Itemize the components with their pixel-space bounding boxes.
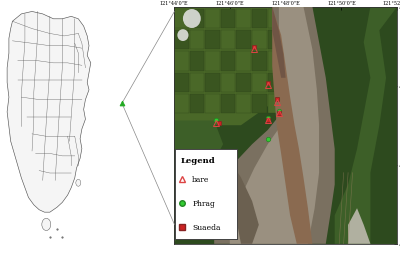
Bar: [268, 52, 282, 71]
Polygon shape: [174, 8, 297, 126]
Bar: [205, 94, 220, 114]
Bar: [283, 9, 298, 29]
Bar: [252, 94, 267, 114]
Polygon shape: [214, 8, 335, 244]
Bar: [190, 31, 204, 50]
Bar: [174, 94, 188, 114]
Bar: [190, 94, 204, 114]
Bar: [268, 31, 282, 50]
Bar: [236, 31, 251, 50]
Text: Phrag: Phrag: [192, 199, 215, 207]
Text: Suaeda: Suaeda: [192, 223, 221, 231]
Circle shape: [177, 30, 188, 42]
Bar: [190, 52, 204, 71]
Polygon shape: [272, 8, 286, 78]
Bar: [283, 73, 298, 93]
Bar: [236, 73, 251, 93]
Text: 5 km: 5 km: [190, 225, 202, 230]
Bar: [252, 73, 267, 93]
Bar: [268, 9, 282, 29]
Bar: [252, 31, 267, 50]
Bar: [190, 73, 204, 93]
Polygon shape: [348, 208, 370, 244]
Bar: [268, 73, 282, 93]
Bar: [190, 9, 204, 29]
Text: Legend: Legend: [181, 156, 216, 164]
Circle shape: [42, 218, 51, 231]
Circle shape: [183, 10, 201, 29]
Bar: [174, 73, 188, 93]
Bar: [221, 9, 235, 29]
Bar: [205, 52, 220, 71]
Bar: [252, 9, 267, 29]
Text: bare: bare: [192, 175, 210, 183]
Bar: [174, 31, 188, 50]
Bar: [221, 94, 235, 114]
Polygon shape: [214, 154, 259, 244]
Bar: [236, 9, 251, 29]
Polygon shape: [370, 8, 397, 244]
Bar: [221, 52, 235, 71]
Bar: [236, 52, 251, 71]
Bar: [283, 52, 298, 71]
Bar: [268, 94, 282, 114]
Polygon shape: [272, 8, 312, 244]
Polygon shape: [7, 12, 91, 212]
Circle shape: [76, 180, 81, 186]
Bar: [205, 9, 220, 29]
Bar: [252, 52, 267, 71]
Bar: [205, 31, 220, 50]
Bar: [283, 94, 298, 114]
Bar: [205, 73, 220, 93]
Bar: [236, 94, 251, 114]
Bar: [174, 9, 188, 29]
Polygon shape: [174, 121, 223, 244]
Polygon shape: [230, 8, 319, 244]
Bar: [174, 52, 188, 71]
Bar: [221, 73, 235, 93]
Bar: [283, 31, 298, 50]
Polygon shape: [335, 8, 397, 244]
Bar: [221, 31, 235, 50]
